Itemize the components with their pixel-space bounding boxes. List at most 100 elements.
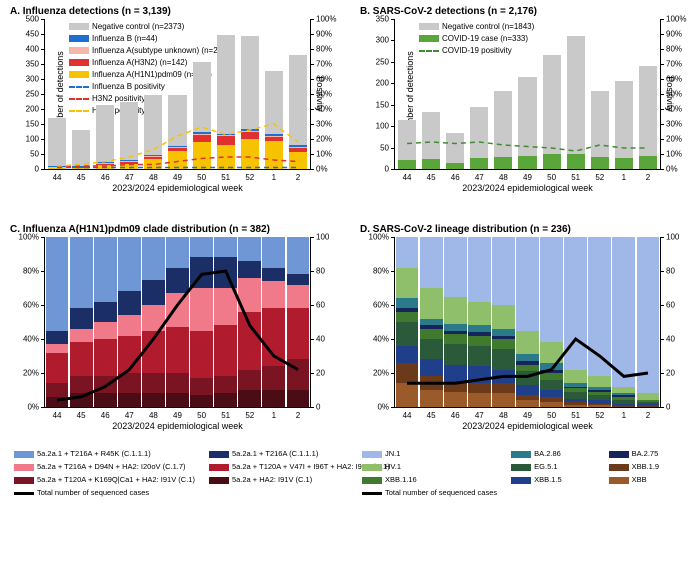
bar-segment [396,237,419,268]
bar-segment [193,142,211,169]
bar [142,237,165,407]
bar-segment [190,257,213,288]
bar-segment [468,366,491,383]
bar-segment [420,319,443,326]
panel-b: B. SARS-CoV-2 detections (n = 2,176) Num… [360,6,695,170]
bar-segment [492,383,515,393]
ytick-label: 250 [26,90,39,99]
bar-segment [588,390,611,392]
bar-segment [241,36,259,129]
bar-segment [446,163,464,169]
legend-swatch [209,477,229,484]
bar-segment [287,390,310,407]
bar-segment [540,363,563,370]
bar-segment [144,156,162,158]
bar-segment [396,322,419,346]
bar-segment [94,322,117,339]
legend-swatch [209,464,229,471]
xtick-label: 44 [53,411,62,420]
ytick-label: 250 [376,57,389,66]
legend-item: XBB.1.16 [362,474,497,486]
bar-segment [396,312,419,322]
bar-segment [144,159,162,170]
panel-a-title: A. Influenza detections (n = 3,139) [10,6,345,17]
y2tick-label: 60 [316,301,325,310]
xtick-label: 46 [101,173,110,182]
bar-segment [588,387,611,390]
bar-segment [422,159,440,169]
y2tick-label: 20% [666,135,682,144]
legend-swatch [511,477,531,484]
bar-segment [94,376,117,393]
ytick-label: 150 [26,120,39,129]
bar-segment [444,334,467,344]
bar [422,19,440,169]
bar-segment [444,331,467,334]
bar-segment [518,156,536,169]
bar-segment [287,359,310,390]
bar-segment [543,55,561,154]
bar-segment [72,130,90,166]
xtick-label: 1 [272,411,276,420]
bar-segment [516,354,539,361]
bar-segment [444,297,467,324]
xtick-label: 50 [547,173,556,182]
bar-segment [588,400,611,403]
xtick-label: 51 [221,173,230,182]
xtick-label: 51 [571,411,580,420]
bar-segment [420,325,443,328]
xlabel-d: 2023/2024 epidemiological week [462,421,593,431]
legend-item: XBB.1.9 [609,461,692,473]
xtick-label: 46 [101,411,110,420]
bar-segment [238,390,261,407]
legend-item: 5a.2a + T216A + D94N + HA2: I20oV (C.1.7… [14,461,195,473]
legend-label: JN.1 [385,448,400,460]
bar [287,237,310,407]
bar-segment [214,237,237,257]
chart-a: Number of detections Positivity 2023/202… [44,19,311,170]
bar-segment [588,237,611,376]
bar-segment [564,392,587,399]
bar-segment [516,361,539,364]
legend-item: EG.5.1 [511,461,594,473]
bar-segment [190,395,213,407]
bar-segment [420,237,443,288]
y2tick-label: 90% [316,30,332,39]
bar [639,19,657,169]
y2tick-label: 10% [666,150,682,159]
bar-segment [639,66,657,156]
bar-segment [591,157,609,169]
bar [564,237,587,407]
bar-segment [48,167,66,168]
bar-segment [214,376,237,393]
bar-segment [142,331,165,374]
bar-segment [142,305,165,331]
bar-segment [144,95,162,155]
ytick-label: 40% [23,335,39,344]
ytick-label: 50 [30,150,39,159]
legend-swatch [511,451,531,458]
y2tick-label: 100% [316,15,336,24]
y2tick-label: 30% [666,120,682,129]
legend-label: 5a.2a.1 + T216A (C.1.1.1) [232,448,318,460]
bar [120,19,138,169]
y2tick-label: 0% [666,165,678,174]
bar-segment [564,402,587,405]
bar-segment [540,373,563,380]
bar-segment [265,141,283,169]
bar-segment [637,393,660,400]
bar-segment [564,387,587,389]
bar-segment [166,327,189,373]
bar-segment [564,405,587,407]
xtick-label: 47 [125,173,134,182]
bar-segment [398,120,416,161]
bar-segment [118,237,141,291]
panel-d-title: D. SARS-CoV-2 lineage distribution (n = … [360,224,695,235]
bar-segment [543,154,561,169]
bar-segment [615,158,633,169]
legend-item: Total number of sequenced cases [14,487,195,499]
bar-segment [637,405,660,407]
legend-item: Total number of sequenced cases [362,487,497,499]
bar-segment [46,353,69,384]
bar [72,19,90,169]
